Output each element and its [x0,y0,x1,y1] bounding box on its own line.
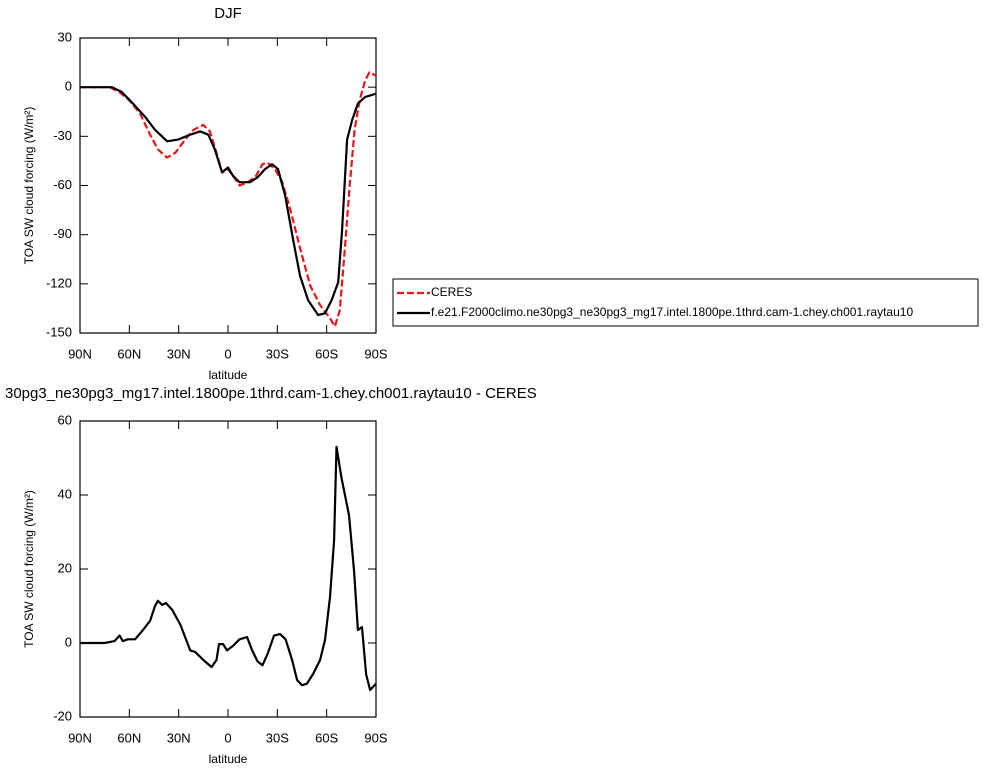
plot-frame [79,37,377,334]
y-tick-label: 40 [58,486,72,501]
x-tick-label: 0 [224,346,231,361]
x-tick-label: 90S [364,730,387,745]
x-tick-label: 0 [224,730,231,745]
x-tick-label: 60S [315,730,338,745]
x-tick-label: 90N [68,730,92,745]
x-tick-label: 30N [167,730,191,745]
y-tick-label: 30 [58,29,72,44]
y-tick-label: -30 [53,128,72,143]
data-line [80,86,377,317]
y-tick-label: -120 [46,275,72,290]
data-line [80,445,377,692]
x-tick-label: 60N [117,346,141,361]
y-axis-label: TOA SW cloud forcing (W/m²) [22,490,36,648]
x-tick-label: 60N [117,730,141,745]
x-axis-label: latitude [209,368,248,382]
legend-box [392,278,979,327]
y-tick-label: 0 [65,634,72,649]
y-tick-label: 60 [58,412,72,427]
legend-label: f.e21.F2000climo.ne30pg3_ne30pg3_mg17.in… [431,305,913,319]
x-tick-label: 90S [364,346,387,361]
x-tick-label: 60S [315,346,338,361]
x-axis-label: latitude [209,752,248,766]
x-tick-label: 30S [266,346,289,361]
y-tick-label: 20 [58,560,72,575]
y-tick-label: 0 [65,79,72,94]
y-tick-label: -90 [53,226,72,241]
y-tick-label: -20 [53,708,72,723]
y-axis-label: TOA SW cloud forcing (W/m²) [22,107,36,265]
data-line [80,71,377,328]
chart-title: DJF [214,5,242,22]
chart-title: 30pg3_ne30pg3_mg17.intel.1800pe.1thrd.ca… [5,385,537,402]
legend-label: CERES [431,285,472,299]
x-tick-label: 30S [266,730,289,745]
y-tick-label: -60 [53,177,72,192]
x-tick-label: 30N [167,346,191,361]
x-tick-label: 90N [68,346,92,361]
y-tick-label: -150 [46,324,72,339]
